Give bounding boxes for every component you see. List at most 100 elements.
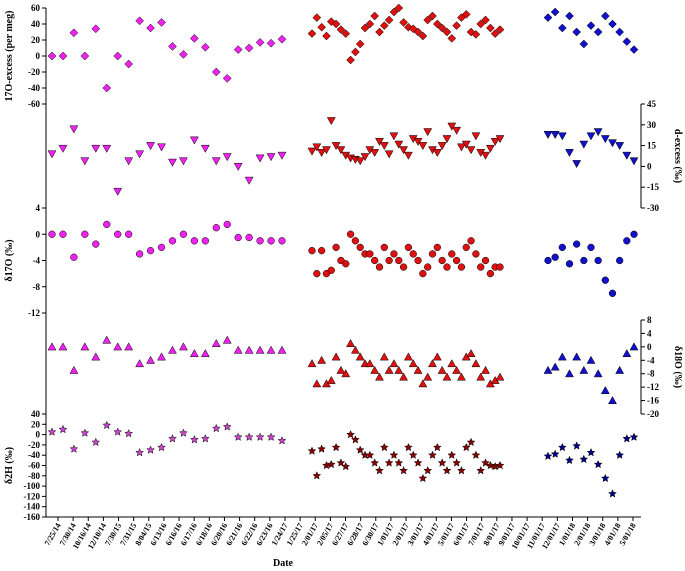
data-point <box>102 144 112 153</box>
data-point <box>579 454 589 464</box>
data-point <box>565 455 574 465</box>
y-tick-label: -4 <box>33 256 41 266</box>
data-point <box>486 269 495 278</box>
data-point <box>317 22 326 32</box>
data-point <box>447 450 457 459</box>
data-point <box>550 449 560 458</box>
data-point <box>379 352 389 361</box>
data-point <box>467 237 475 245</box>
data-point <box>245 233 253 242</box>
y-tick-label: 40 <box>31 409 41 419</box>
data-point <box>346 429 356 439</box>
data-point <box>600 11 610 21</box>
data-point <box>179 157 188 166</box>
data-point <box>365 359 375 368</box>
data-point <box>543 131 553 140</box>
data-point <box>168 345 177 354</box>
data-point <box>557 442 567 452</box>
data-point <box>317 444 327 453</box>
data-point <box>312 13 322 22</box>
data-point <box>622 37 632 46</box>
data-point <box>200 349 210 358</box>
data-point <box>593 128 603 137</box>
data-point <box>630 230 638 238</box>
data-point <box>432 442 442 452</box>
y-axis-title-o17excess: 17O-excess (per meg) <box>4 11 15 102</box>
data-point <box>423 372 433 381</box>
data-point <box>442 465 452 475</box>
data-point <box>572 160 582 169</box>
data-point <box>375 263 384 271</box>
data-point <box>443 263 451 271</box>
data-point <box>565 260 574 268</box>
data-point <box>124 157 134 166</box>
data-point <box>81 230 89 238</box>
data-point <box>103 220 111 229</box>
data-point <box>341 29 351 38</box>
y-tick-label: 20 <box>31 419 41 429</box>
data-point <box>375 27 384 37</box>
data-point <box>557 23 567 33</box>
y-tick-label: 60 <box>31 3 41 13</box>
data-point <box>355 352 365 361</box>
data-point <box>336 25 346 34</box>
data-point <box>550 362 560 371</box>
panel-d2h <box>47 420 639 498</box>
data-point <box>408 450 418 459</box>
data-point <box>565 11 574 21</box>
data-point <box>313 269 321 278</box>
data-point <box>179 230 188 238</box>
data-point <box>395 256 403 265</box>
data-point <box>481 15 490 25</box>
data-point <box>326 117 336 126</box>
data-point <box>168 158 177 167</box>
data-point <box>69 28 79 38</box>
data-point <box>266 432 276 441</box>
data-point <box>168 42 177 51</box>
data-point <box>461 442 471 452</box>
data-point <box>385 256 393 265</box>
data-point <box>394 458 404 467</box>
data-point <box>189 349 199 358</box>
data-point <box>307 446 317 455</box>
data-point <box>244 43 254 53</box>
data-point <box>481 365 490 374</box>
data-point <box>615 450 625 459</box>
data-point <box>495 372 505 381</box>
data-point <box>608 139 617 148</box>
data-point <box>573 240 581 248</box>
data-point <box>255 38 265 47</box>
data-point <box>471 359 481 368</box>
data-point <box>579 365 589 374</box>
data-point <box>623 237 631 245</box>
data-point <box>462 243 470 252</box>
data-point <box>424 263 432 271</box>
data-point <box>233 345 243 354</box>
data-point <box>189 136 199 145</box>
data-point <box>390 250 398 258</box>
data-point <box>419 269 427 278</box>
data-point <box>179 342 188 351</box>
data-point <box>452 21 461 30</box>
data-point <box>322 31 331 41</box>
data-point <box>266 153 276 162</box>
data-point <box>312 143 322 152</box>
data-point <box>189 435 199 444</box>
data-point <box>413 137 423 146</box>
panel-o17excess <box>47 3 639 93</box>
y-tick-label: 4 <box>36 203 41 213</box>
data-point <box>423 465 433 475</box>
data-point <box>461 140 471 149</box>
data-point <box>608 489 617 498</box>
data-point <box>178 428 188 437</box>
data-point <box>312 379 322 388</box>
data-point <box>413 27 423 37</box>
data-point <box>403 442 413 452</box>
data-point <box>222 74 232 83</box>
data-point <box>389 359 399 368</box>
data-point <box>615 27 625 37</box>
data-point <box>437 23 447 33</box>
y-tick-label: -8 <box>647 369 655 379</box>
data-point <box>477 263 485 271</box>
data-point <box>322 146 331 155</box>
